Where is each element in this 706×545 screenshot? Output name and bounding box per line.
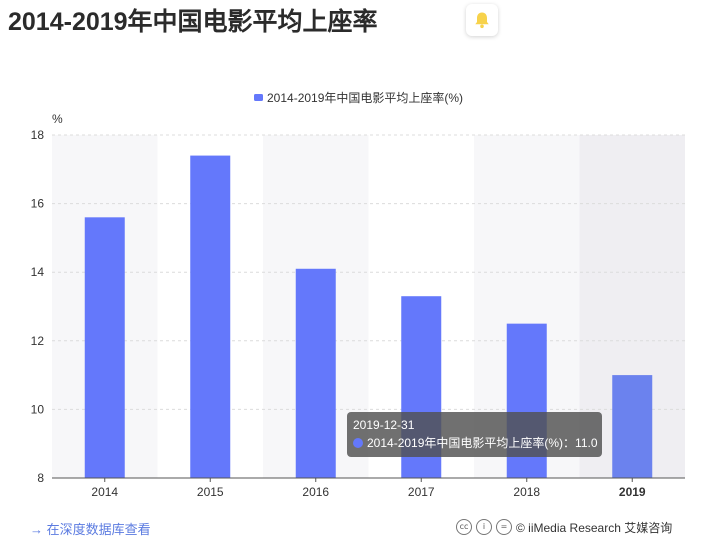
view-in-database-link[interactable]: → 在深度数据库查看 (30, 522, 151, 537)
bar (190, 155, 231, 478)
x-tick-label: 2019 (619, 485, 646, 499)
x-tick-label: 2016 (302, 485, 329, 499)
bell-icon (475, 12, 489, 29)
bar (295, 268, 336, 478)
tooltip-date: 2019-12-31 (353, 418, 415, 432)
y-tick-label: 10 (31, 402, 45, 416)
y-tick-label: 14 (31, 265, 45, 279)
x-tick-label: 2014 (91, 485, 118, 499)
page-title: 2014-2019年中国电影平均上座率 (8, 8, 378, 36)
y-tick-label: 8 (37, 471, 44, 485)
x-tick-label: 2017 (408, 485, 435, 499)
x-tick-label: 2018 (513, 485, 540, 499)
bar (612, 375, 653, 478)
tooltip-value: 2014-2019年中国电影平均上座率(%)：11.0 (367, 435, 598, 450)
tooltip-box (347, 412, 602, 457)
y-axis-label: % (52, 112, 63, 126)
bar (84, 217, 125, 478)
footer-credit: cc i = © iiMedia Research 艾媒咨询 (456, 516, 672, 538)
cc-license-icon: cc (456, 519, 472, 535)
legend-label: 2014-2019年中国电影平均上座率(%) (267, 90, 463, 105)
legend-swatch (254, 94, 263, 101)
y-tick-label: 16 (31, 197, 45, 211)
x-tick-label: 2015 (197, 485, 224, 499)
tooltip-marker (353, 438, 363, 448)
y-tick-label: 12 (31, 334, 45, 348)
notification-button[interactable] (466, 4, 498, 36)
no-derivatives-icon: = (496, 519, 512, 535)
y-tick-label: 18 (31, 128, 45, 142)
attribution-icon: i (476, 519, 492, 535)
bar-chart: 8 10 12 14 16 18% 2014 2015 2016 2017 2018 2019 2014… (31, 90, 685, 499)
credit-text: © iiMedia Research 艾媒咨询 (516, 520, 673, 535)
